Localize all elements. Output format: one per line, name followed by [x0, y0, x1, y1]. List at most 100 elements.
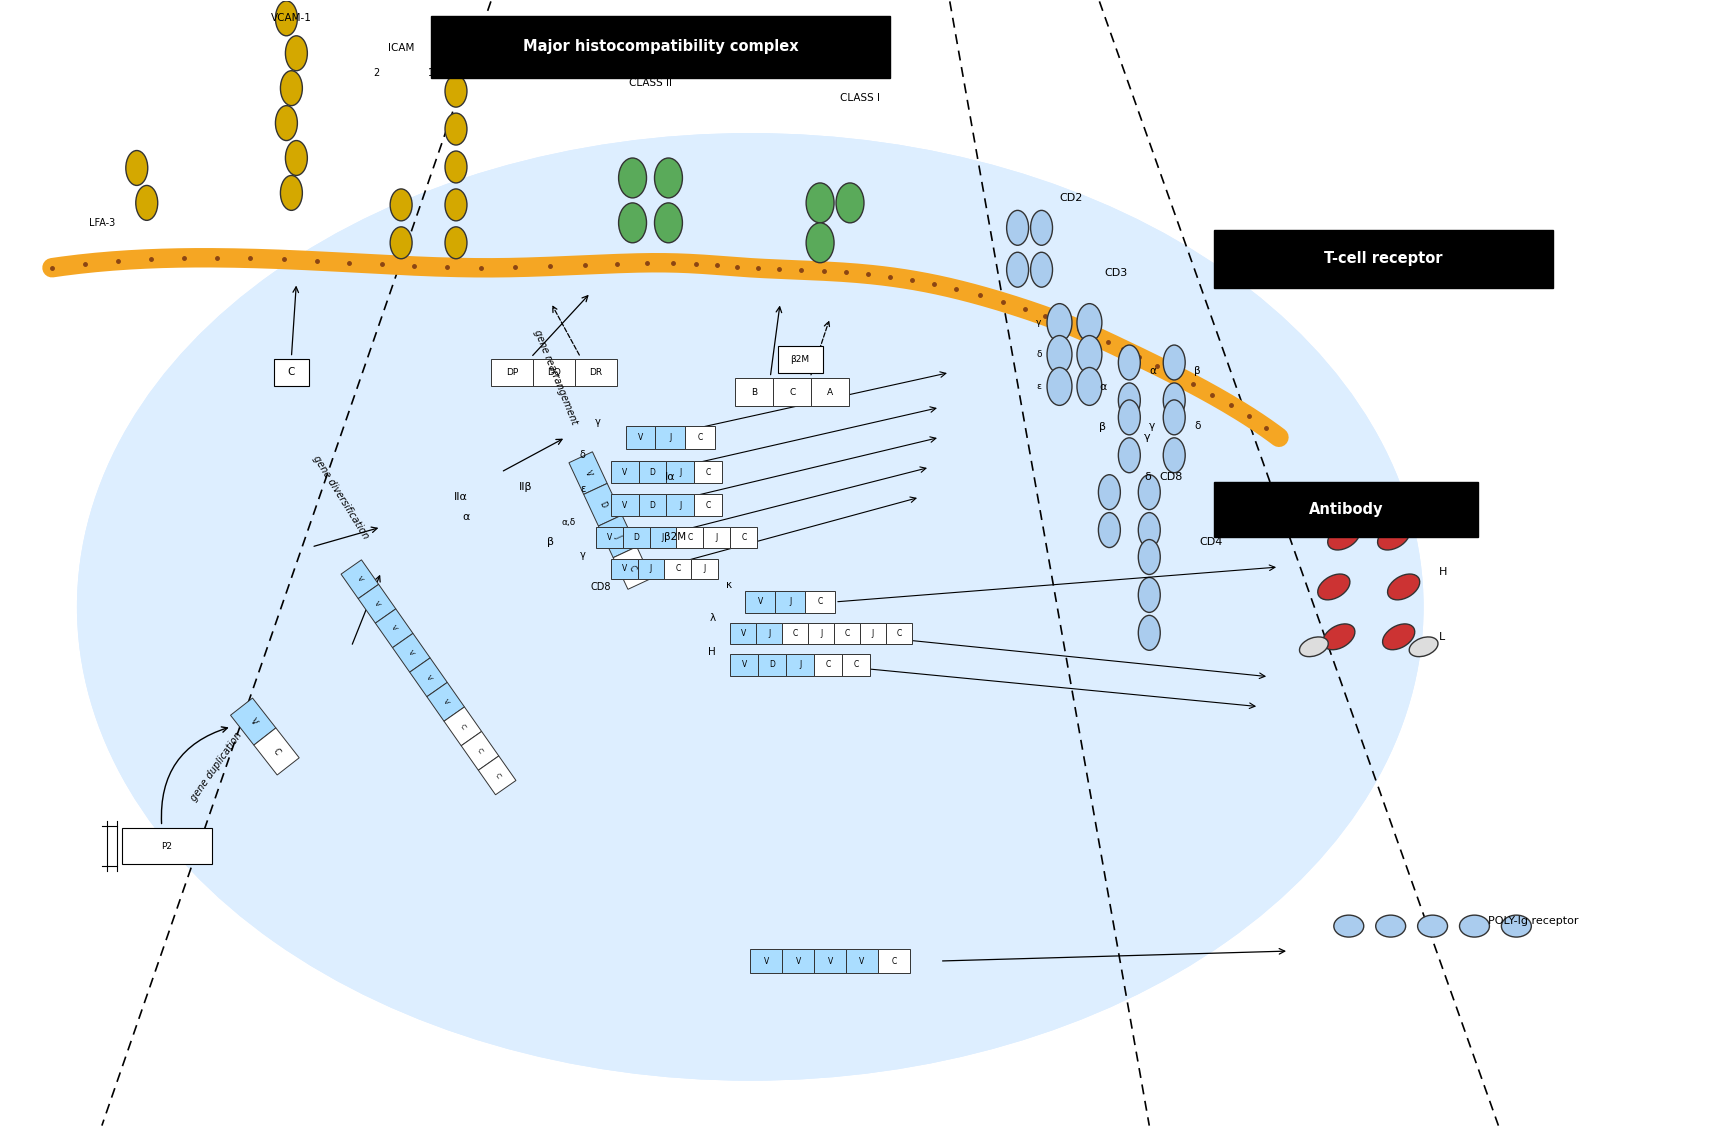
Text: CD4: CD4 — [1198, 538, 1222, 547]
Text: C: C — [706, 500, 711, 509]
Bar — [686, 426, 715, 449]
Ellipse shape — [1387, 574, 1419, 600]
Ellipse shape — [135, 186, 158, 221]
Text: C: C — [740, 533, 746, 542]
FancyBboxPatch shape — [1214, 482, 1477, 538]
Ellipse shape — [1097, 474, 1119, 509]
Text: C: C — [891, 957, 896, 966]
Text: P2: P2 — [161, 842, 171, 851]
Text: CLASS II: CLASS II — [629, 78, 672, 88]
FancyBboxPatch shape — [430, 17, 890, 78]
Ellipse shape — [1030, 211, 1052, 246]
Text: VCAM-1: VCAM-1 — [271, 14, 312, 24]
Ellipse shape — [1138, 474, 1160, 509]
Bar — [610, 494, 638, 516]
Ellipse shape — [1097, 513, 1119, 548]
Ellipse shape — [1299, 637, 1327, 657]
Text: CD2: CD2 — [1059, 193, 1082, 203]
Text: C: C — [459, 722, 466, 730]
Text: CLASS I: CLASS I — [840, 94, 879, 104]
Bar — [814, 654, 842, 676]
Text: β: β — [1193, 366, 1200, 376]
Text: H: H — [708, 647, 715, 657]
Text: C: C — [687, 533, 692, 542]
Text: V: V — [740, 660, 747, 669]
Text: H: H — [1438, 567, 1447, 577]
Bar — [341, 560, 379, 598]
FancyBboxPatch shape — [274, 358, 309, 387]
Bar — [886, 623, 912, 645]
Text: 2: 2 — [374, 69, 379, 78]
Text: ε: ε — [1035, 382, 1040, 391]
Ellipse shape — [619, 203, 646, 242]
Bar — [610, 559, 638, 579]
Text: CD8: CD8 — [1159, 472, 1183, 482]
Ellipse shape — [806, 223, 833, 263]
FancyBboxPatch shape — [776, 346, 823, 373]
Bar — [785, 654, 814, 676]
Ellipse shape — [1076, 336, 1102, 373]
Ellipse shape — [444, 227, 466, 259]
Ellipse shape — [1076, 303, 1102, 341]
Ellipse shape — [1162, 437, 1184, 472]
Text: δ: δ — [1193, 421, 1200, 432]
Text: D: D — [632, 533, 639, 542]
Bar — [730, 526, 758, 548]
Bar — [775, 591, 804, 613]
Text: LFA-3: LFA-3 — [89, 218, 115, 228]
Ellipse shape — [1047, 336, 1071, 373]
Bar — [614, 547, 651, 589]
Bar — [655, 426, 686, 449]
Text: V: V — [859, 957, 864, 966]
Text: CD8: CD8 — [590, 582, 610, 592]
Bar — [598, 515, 636, 558]
Bar — [254, 728, 298, 775]
Ellipse shape — [1118, 345, 1140, 380]
Text: C: C — [788, 388, 795, 397]
Text: V: V — [607, 533, 612, 542]
Ellipse shape — [285, 141, 307, 176]
Text: V: V — [583, 469, 593, 478]
Bar — [638, 559, 663, 579]
Text: γ: γ — [1143, 433, 1150, 442]
Text: γ: γ — [1035, 318, 1040, 327]
Bar — [569, 452, 607, 495]
Ellipse shape — [444, 151, 466, 183]
Bar — [583, 483, 622, 526]
Ellipse shape — [1030, 252, 1052, 287]
Bar — [622, 526, 650, 548]
Bar — [730, 623, 756, 645]
Ellipse shape — [1118, 383, 1140, 418]
Bar — [758, 654, 785, 676]
Bar — [375, 609, 413, 648]
Ellipse shape — [276, 1, 297, 36]
Text: J: J — [768, 629, 770, 638]
Ellipse shape — [1138, 615, 1160, 650]
Text: δ: δ — [579, 451, 584, 460]
Text: V: V — [763, 957, 768, 966]
Text: POLY-Ig receptor: POLY-Ig receptor — [1488, 916, 1579, 926]
Bar — [845, 949, 878, 973]
Ellipse shape — [1381, 624, 1414, 650]
Text: V: V — [249, 717, 259, 727]
Text: α: α — [463, 512, 470, 522]
Text: B: B — [751, 388, 758, 397]
Ellipse shape — [444, 189, 466, 221]
Bar — [410, 658, 447, 696]
Text: D: D — [650, 468, 655, 477]
Text: J: J — [662, 533, 663, 542]
Text: α: α — [1148, 366, 1155, 376]
Text: C: C — [627, 564, 638, 573]
Text: IIα: IIα — [454, 492, 468, 503]
Text: Iα: Iα — [665, 472, 675, 482]
Text: γ: γ — [579, 550, 584, 560]
Ellipse shape — [1409, 637, 1436, 657]
Text: IIβ: IIβ — [519, 482, 533, 492]
Text: β: β — [547, 538, 554, 547]
Text: γ: γ — [1148, 421, 1155, 432]
Text: C: C — [792, 629, 797, 638]
Text: α,δ: α,δ — [560, 517, 576, 526]
Text: V: V — [442, 698, 449, 706]
Text: V: V — [357, 576, 363, 583]
Text: C: C — [896, 629, 902, 638]
